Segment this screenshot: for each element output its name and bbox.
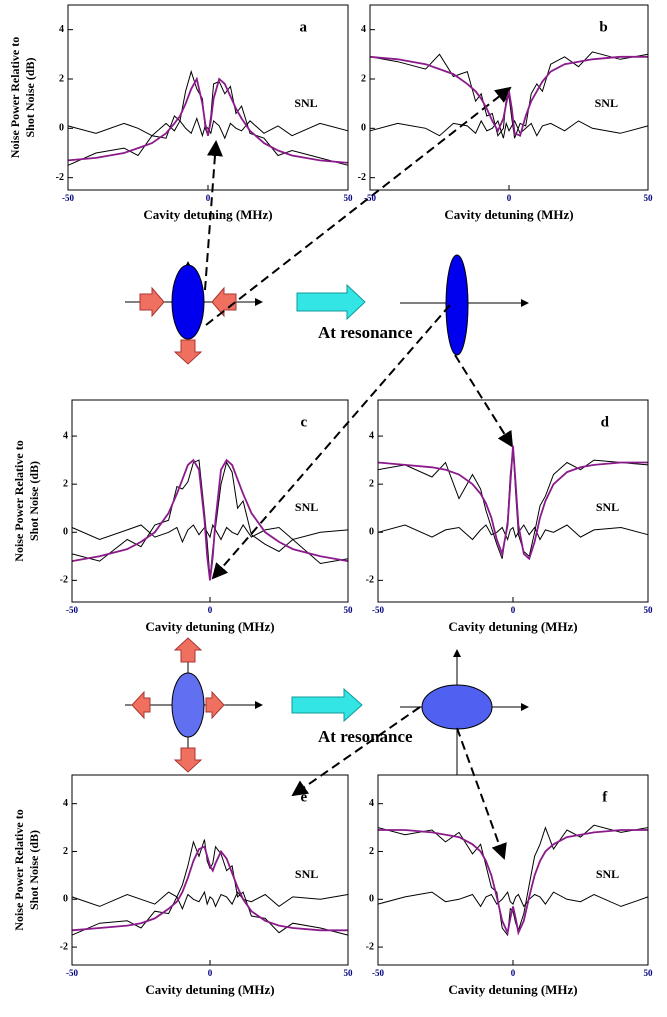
data-line — [71, 839, 349, 936]
x-tick-label: 0 — [507, 193, 512, 203]
y-tick-label: 2 — [361, 73, 366, 84]
x-tick-label: 0 — [511, 605, 516, 615]
diagram-label: At resonance — [318, 727, 413, 746]
y-tick-label: -2 — [358, 172, 366, 183]
y-axis-label: Noise Power Relative to — [8, 37, 22, 158]
y-tick-label: 0 — [59, 123, 64, 134]
x-tick-label: -50 — [364, 193, 376, 203]
data-line — [67, 76, 349, 164]
y-tick-label: 2 — [369, 478, 374, 489]
data-line — [67, 69, 349, 166]
panel: -50 0 50 -2 0 2 4 Cavity detuning (MHz) c SNL Nois… — [12, 399, 354, 634]
panel-label: f — [602, 789, 608, 805]
y-tick-label: 0 — [361, 123, 366, 134]
y-tick-label: 2 — [369, 846, 374, 857]
y-tick-label: -2 — [56, 172, 64, 183]
data-line — [377, 445, 648, 561]
data-line — [67, 116, 349, 140]
x-tick-label: -50 — [66, 605, 78, 615]
x-tick-label: 50 — [344, 193, 354, 203]
panel: -50 0 50 -2 0 2 4 Cavity detuning (MHz) e SNL Nois… — [12, 774, 354, 997]
x-axis-label: Cavity detuning (MHz) — [145, 982, 274, 997]
x-tick-label: 0 — [511, 968, 516, 978]
dashed-arrows — [204, 86, 514, 860]
y-tick-label: 0 — [63, 527, 68, 538]
panel-label: c — [301, 414, 308, 430]
x-tick-label: 50 — [644, 968, 654, 978]
snl-label: SNL — [295, 500, 318, 514]
snl-label: SNL — [596, 867, 619, 881]
panel-label: d — [601, 414, 610, 430]
y-tick-label: 4 — [59, 24, 64, 35]
x-axis-label: Cavity detuning (MHz) — [448, 619, 577, 634]
y-tick-label: -2 — [60, 575, 68, 586]
x-axis-label: Cavity detuning (MHz) — [444, 207, 573, 222]
panel-label: b — [599, 19, 607, 35]
y-axis-label: Shot Noise (dB) — [27, 830, 41, 910]
x-tick-label: 50 — [644, 193, 654, 203]
y-axis-label: Noise Power Relative to — [12, 440, 26, 561]
y-tick-label: 4 — [63, 798, 68, 809]
snl-label: SNL — [294, 96, 317, 110]
x-tick-label: -50 — [372, 968, 384, 978]
snl-label: SNL — [596, 500, 619, 514]
x-axis-label: Cavity detuning (MHz) — [145, 619, 274, 634]
data-line — [71, 458, 349, 581]
data-line — [377, 524, 649, 541]
y-tick-label: 2 — [59, 73, 64, 84]
data-line — [377, 890, 649, 908]
panel: -50 0 50 -2 0 2 4 Cavity detuning (MHz) f SNL — [366, 774, 654, 997]
snl-label: SNL — [595, 96, 618, 110]
y-tick-label: 2 — [63, 846, 68, 857]
x-tick-label: 0 — [206, 193, 211, 203]
y-tick-label: -2 — [366, 941, 374, 952]
x-tick-label: -50 — [62, 193, 74, 203]
x-tick-label: 0 — [208, 968, 213, 978]
x-tick-label: 50 — [644, 605, 654, 615]
y-axis-label: Noise Power Relative to — [12, 809, 26, 930]
data-line — [369, 119, 649, 139]
snl-label: SNL — [295, 867, 318, 881]
x-tick-label: -50 — [66, 968, 78, 978]
y-tick-label: 4 — [369, 430, 374, 441]
data-line — [71, 890, 349, 911]
panel-label: a — [299, 19, 307, 35]
data-line — [369, 55, 648, 137]
panel: -50 0 50 -2 0 2 4 Cavity detuning (MHz) d SNL — [366, 399, 654, 634]
y-tick-label: 4 — [63, 430, 68, 441]
x-tick-label: 50 — [344, 968, 354, 978]
y-tick-label: 0 — [369, 527, 374, 538]
y-axis-label: Shot Noise (dB) — [23, 57, 37, 137]
data-line — [71, 845, 348, 932]
y-tick-label: 0 — [369, 894, 374, 905]
x-tick-label: -50 — [372, 605, 384, 615]
y-tick-label: 0 — [63, 894, 68, 905]
x-tick-label: 50 — [344, 605, 354, 615]
diagram-top: At resonance — [125, 254, 529, 365]
y-tick-label: -2 — [60, 941, 68, 952]
y-tick-label: 4 — [361, 24, 366, 35]
data-line — [71, 523, 349, 544]
y-axis-label: Shot Noise (dB) — [27, 461, 41, 541]
y-tick-label: -2 — [366, 575, 374, 586]
diagram-label: At resonance — [318, 323, 413, 342]
data-line — [378, 829, 648, 936]
x-axis-label: Cavity detuning (MHz) — [143, 207, 272, 222]
data-line — [71, 459, 349, 579]
diagram-bottom: At resonance — [125, 637, 529, 775]
y-tick-label: 2 — [63, 478, 68, 489]
x-axis-label: Cavity detuning (MHz) — [448, 982, 577, 997]
y-tick-label: 4 — [369, 798, 374, 809]
panel-label: e — [301, 789, 308, 805]
panel: -50 0 50 -2 0 2 4 Cavity detuning (MHz) a SNL Nois… — [8, 4, 354, 222]
x-tick-label: 0 — [208, 605, 213, 615]
panel: -50 0 50 -2 0 2 4 Cavity detuning (MHz) b SNL — [358, 4, 654, 222]
